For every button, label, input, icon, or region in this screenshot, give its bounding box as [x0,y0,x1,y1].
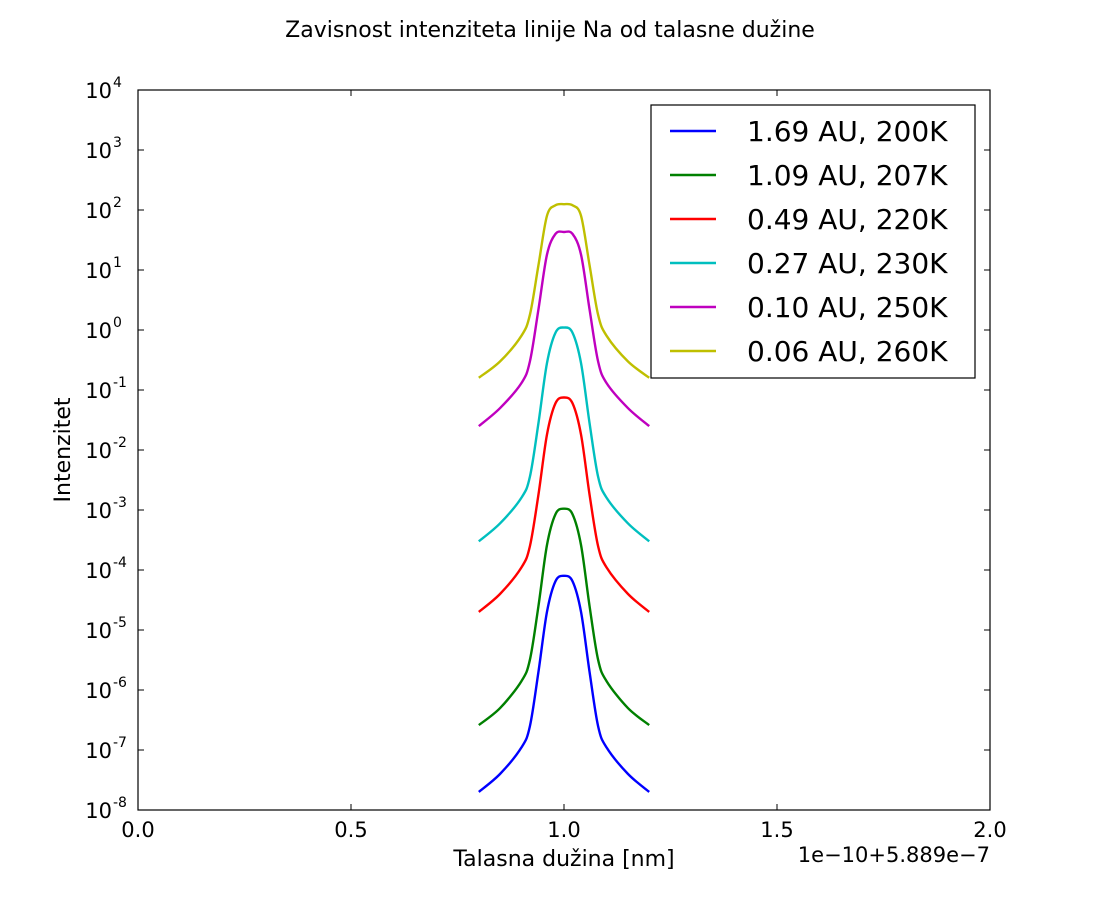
y-tick-label: 10 4 [85,75,122,103]
series-line-3 [478,396,650,613]
y-tick-exponent: -6 [113,675,127,691]
y-tick-base: 10 [85,319,112,343]
y-tick-label: 10 3 [85,135,122,163]
y-tick-label: 10 -5 [85,615,127,643]
y-tick-base: 10 [85,139,112,163]
y-axis-label: Intenzitet [51,397,76,502]
y-tick-exponent: -2 [113,435,127,451]
legend-label: 0.27 AU, 230K [747,247,948,280]
y-tick-base: 10 [85,799,112,823]
y-tick-label: 10 -6 [85,675,127,703]
x-tick-label: 0.0 [121,818,154,842]
legend-label: 1.09 AU, 207K [747,159,948,192]
x-tick-label: 0.5 [334,818,367,842]
legend-label: 0.49 AU, 220K [747,203,948,236]
x-tick-label: 1.5 [760,818,793,842]
series-line-6 [478,202,650,379]
y-tick-base: 10 [85,679,112,703]
y-tick-label: 10 1 [85,255,122,283]
y-tick-label: 10 -2 [85,435,127,463]
y-tick-label: 10 -7 [85,735,127,763]
y-tick-base: 10 [85,559,112,583]
y-tick-exponent: -5 [113,615,127,631]
y-tick-label: 10 -8 [85,795,127,823]
y-tick-base: 10 [85,79,112,103]
x-tick-label: 1.0 [547,818,580,842]
x-axis-offset-label: 1e−10+5.889e−7 [798,843,990,867]
y-tick-exponent: 0 [113,315,122,331]
y-tick-base: 10 [85,439,112,463]
y-tick-exponent: -3 [113,495,127,511]
y-tick-label: 10 -1 [85,375,127,403]
x-tick-label: 2.0 [973,818,1006,842]
series-line-2 [478,507,650,727]
legend-label: 0.10 AU, 250K [747,291,948,324]
series-line-5 [478,230,650,428]
y-tick-base: 10 [85,499,112,523]
y-tick-label: 10 -4 [85,555,127,583]
y-tick-exponent: -1 [113,375,127,391]
y-tick-base: 10 [85,739,112,763]
series-layer [478,202,650,793]
y-tick-base: 10 [85,379,112,403]
legend: 1.69 AU, 200K 1.09 AU, 207K 0.49 AU, 220K 0… [650,104,976,379]
series-line-1 [478,574,650,793]
y-tick-label: 10 0 [85,315,122,343]
y-tick-exponent: 1 [113,255,122,271]
y-tick-exponent: -4 [113,555,127,571]
y-tick-base: 10 [85,619,112,643]
x-axis: 0.0 0.5 1.0 1.5 2.0 [121,90,1007,842]
y-tick-label: 10 -3 [85,495,127,523]
y-tick-exponent: 4 [113,75,122,91]
y-tick-base: 10 [85,259,112,283]
y-tick-exponent: 2 [113,195,122,211]
y-tick-label: 10 2 [85,195,122,223]
legend-box [650,104,976,379]
y-tick-exponent: 3 [113,135,122,151]
series-line-4 [478,326,650,543]
legend-label: 0.06 AU, 260K [747,335,948,368]
y-tick-exponent: -7 [113,735,127,751]
y-tick-base: 10 [85,199,112,223]
x-axis-label: Talasna dužina [nm] [452,847,674,872]
y-tick-exponent: -8 [113,795,127,811]
chart-title: Zavisnost intenziteta linije Na od talas… [285,18,815,43]
legend-label: 1.69 AU, 200K [747,115,948,148]
